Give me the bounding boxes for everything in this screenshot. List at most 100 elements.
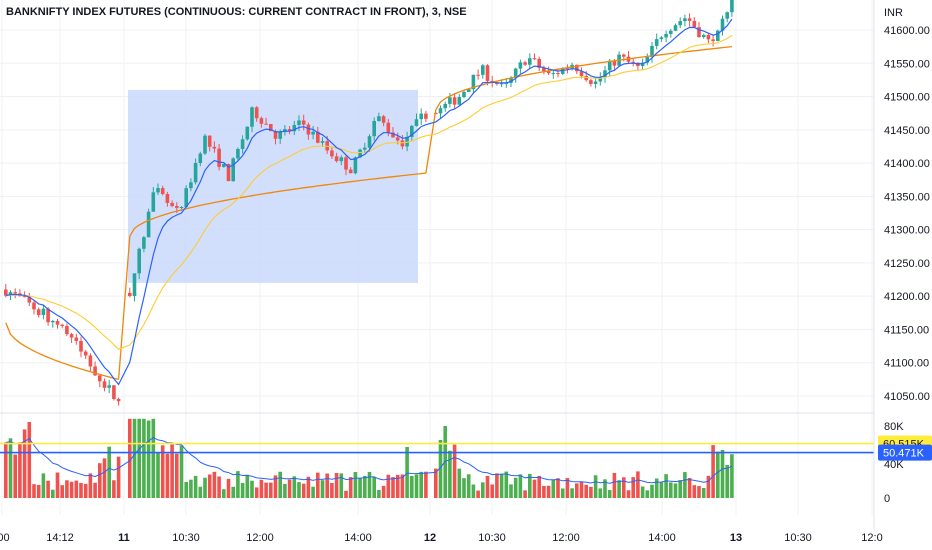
volume-bar bbox=[532, 479, 537, 498]
candle-body bbox=[179, 206, 184, 208]
candle-body bbox=[32, 302, 36, 310]
time-tick-label: 12 bbox=[424, 532, 436, 544]
candle-body bbox=[292, 124, 297, 132]
candle-body bbox=[560, 68, 565, 74]
candle-body bbox=[156, 188, 160, 193]
ema-fast-line bbox=[5, 18, 733, 386]
volume-bar bbox=[640, 486, 645, 498]
candle-body bbox=[725, 12, 729, 19]
candle-body bbox=[584, 76, 588, 81]
time-tick-label: 12:00 bbox=[246, 532, 274, 544]
candle-body bbox=[316, 131, 320, 143]
volume-bar bbox=[46, 480, 50, 498]
candle-body bbox=[222, 164, 226, 167]
price-tick-label: 41100.00 bbox=[884, 358, 929, 370]
candle-body bbox=[55, 320, 60, 325]
volume-bar bbox=[83, 483, 88, 498]
volume-bar bbox=[51, 489, 55, 498]
candle-body bbox=[466, 89, 471, 92]
volume-bar bbox=[339, 473, 344, 498]
candle-body bbox=[701, 34, 706, 38]
volume-bar bbox=[476, 490, 480, 498]
volume-bar bbox=[560, 488, 565, 498]
volume-bar bbox=[504, 471, 509, 498]
volume-bar bbox=[509, 484, 513, 498]
volume-bar bbox=[240, 482, 245, 498]
candle-body bbox=[83, 351, 88, 356]
volume-bar bbox=[448, 450, 452, 498]
candle-body bbox=[184, 188, 188, 207]
candle-body bbox=[575, 64, 579, 72]
volume-bar bbox=[636, 471, 640, 498]
volume-bar bbox=[55, 472, 60, 498]
volume-bar bbox=[193, 475, 198, 498]
volume-bar bbox=[344, 490, 348, 498]
volume-bar bbox=[570, 488, 574, 498]
candle-body bbox=[603, 70, 607, 78]
volume-bar bbox=[297, 482, 301, 498]
candle-body bbox=[622, 54, 626, 57]
candle-body bbox=[692, 20, 697, 28]
candle-body bbox=[93, 366, 97, 376]
candle-body bbox=[443, 103, 447, 109]
candle-body bbox=[273, 131, 278, 139]
candle-body bbox=[330, 150, 334, 157]
volume-bar bbox=[542, 485, 546, 498]
volume-bar bbox=[528, 473, 532, 498]
candle-body bbox=[264, 123, 268, 125]
candle-body bbox=[306, 124, 311, 135]
candle-body bbox=[640, 62, 645, 67]
candle-body bbox=[673, 25, 678, 31]
volume-bar bbox=[434, 468, 438, 498]
volume-bar bbox=[537, 475, 541, 498]
candle-body bbox=[269, 124, 273, 132]
candle-body bbox=[716, 30, 720, 41]
volume-bar bbox=[603, 479, 607, 498]
candle-body bbox=[687, 18, 692, 21]
price-tick-label: 41600.00 bbox=[884, 25, 930, 37]
candle-body bbox=[46, 308, 50, 323]
price-tick-label: 41450.00 bbox=[884, 125, 930, 137]
candle-body bbox=[250, 107, 254, 127]
time-tick-label: 10:30 bbox=[478, 532, 506, 544]
volume-bar bbox=[74, 480, 79, 498]
time-tick-label: 11 bbox=[118, 532, 130, 544]
candle-body bbox=[537, 58, 541, 68]
volume-bar bbox=[79, 482, 83, 498]
volume-bar bbox=[419, 471, 423, 498]
volume-bar bbox=[523, 490, 527, 498]
chart-title: BANKNIFTY INDEX FUTURES (CONTINUOUS: CUR… bbox=[6, 6, 467, 18]
candle-body bbox=[414, 119, 419, 127]
volume-bar bbox=[711, 445, 715, 498]
price-tick-label: 41150.00 bbox=[884, 324, 929, 336]
candle-body bbox=[344, 157, 348, 170]
candle-body bbox=[102, 381, 107, 388]
volume-bar bbox=[151, 418, 156, 498]
volume-badge-blue bbox=[878, 444, 932, 461]
volume-bar bbox=[112, 480, 116, 498]
volume-bars bbox=[4, 418, 734, 498]
volume-bar bbox=[353, 472, 358, 498]
candle-body bbox=[107, 385, 111, 388]
volume-bar bbox=[175, 453, 179, 498]
highlight-box[interactable] bbox=[128, 89, 418, 283]
volume-tick-label: 0 bbox=[884, 493, 890, 505]
volume-bar bbox=[386, 474, 391, 498]
volume-bar bbox=[189, 479, 193, 498]
candle-body bbox=[400, 140, 405, 147]
candle-body bbox=[367, 136, 372, 148]
candle-body bbox=[348, 169, 353, 174]
volume-bar bbox=[22, 429, 27, 498]
vwap-line bbox=[117, 172, 426, 380]
volume-bar bbox=[184, 481, 188, 498]
volume-bar bbox=[683, 472, 687, 498]
volume-bar bbox=[316, 472, 320, 498]
candle-body bbox=[132, 273, 137, 296]
candle-body bbox=[542, 67, 546, 72]
candle-body bbox=[363, 147, 367, 150]
candle-body bbox=[112, 385, 116, 399]
candle-body bbox=[438, 108, 443, 114]
volume-bar bbox=[607, 490, 612, 498]
volume-bar bbox=[499, 473, 504, 498]
